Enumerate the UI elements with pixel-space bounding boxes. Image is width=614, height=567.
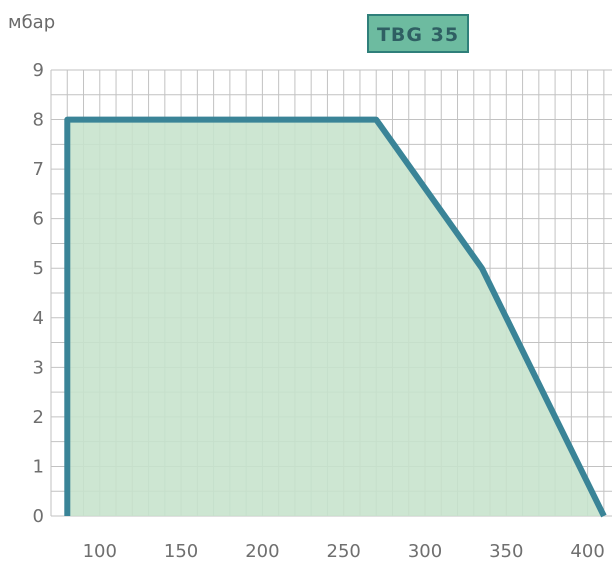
- chart-title: TBG 35: [377, 24, 459, 46]
- x-tick-label: 300: [408, 541, 442, 562]
- x-tick-label: 150: [164, 541, 198, 562]
- y-tick-label: 1: [33, 456, 44, 477]
- y-tick-label: 6: [33, 209, 44, 230]
- line-layer: [64, 116, 607, 518]
- y-tick-label: 5: [33, 258, 44, 279]
- y-tick-labels: 0 1 2 3 4 5 6 7 8 9: [33, 60, 44, 527]
- chart-title-badge: TBG 35: [367, 14, 469, 53]
- y-tick-label: 2: [33, 407, 44, 428]
- y-tick-label: 4: [33, 308, 44, 329]
- y-tick-label: 9: [33, 60, 44, 81]
- x-tick-label: 100: [83, 541, 117, 562]
- operating-range-line: [64, 116, 607, 518]
- y-tick-label: 7: [33, 159, 44, 180]
- y-tick-label: 0: [33, 506, 44, 527]
- operating-range-area: [67, 119, 604, 516]
- x-tick-label: 200: [245, 541, 279, 562]
- x-tick-labels: 100 150 200 250 300 350 400: [83, 541, 605, 562]
- area-layer: [67, 119, 604, 516]
- x-tick-label: 350: [489, 541, 523, 562]
- x-tick-label: 400: [570, 541, 604, 562]
- y-tick-label: 3: [33, 357, 44, 378]
- x-tick-label: 250: [327, 541, 361, 562]
- chart-title-badge-bg: [367, 14, 469, 53]
- y-tick-label: 8: [33, 110, 44, 131]
- y-axis-unit-label: мбар: [8, 12, 55, 33]
